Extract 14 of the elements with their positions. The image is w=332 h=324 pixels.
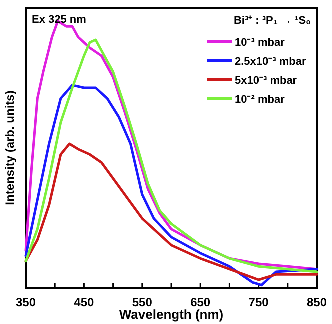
annotation: Ex 325 nm — [32, 14, 87, 26]
x-tick-label: 350 — [16, 296, 36, 310]
legend-label: 10⁻³ mbar — [235, 37, 286, 49]
x-axis-title: Wavelength (nm) — [119, 307, 224, 322]
x-tick-label: 750 — [248, 296, 270, 310]
legend-title: Bi³⁺ : ³P₁ → ¹S₀ — [234, 15, 312, 27]
legend-label: 10⁻² mbar — [235, 94, 286, 106]
x-tick-label: 450 — [74, 296, 95, 310]
x-tick-label: 550 — [132, 296, 153, 310]
x-tick-label: 650 — [190, 296, 211, 310]
legend-label: 2.5x10⁻³ mbar — [235, 56, 307, 68]
x-tick-label: 850 — [306, 296, 328, 310]
y-axis-title: Intensity (arb. units) — [3, 90, 17, 206]
legend-label: 5x10⁻³ mbar — [235, 75, 298, 87]
